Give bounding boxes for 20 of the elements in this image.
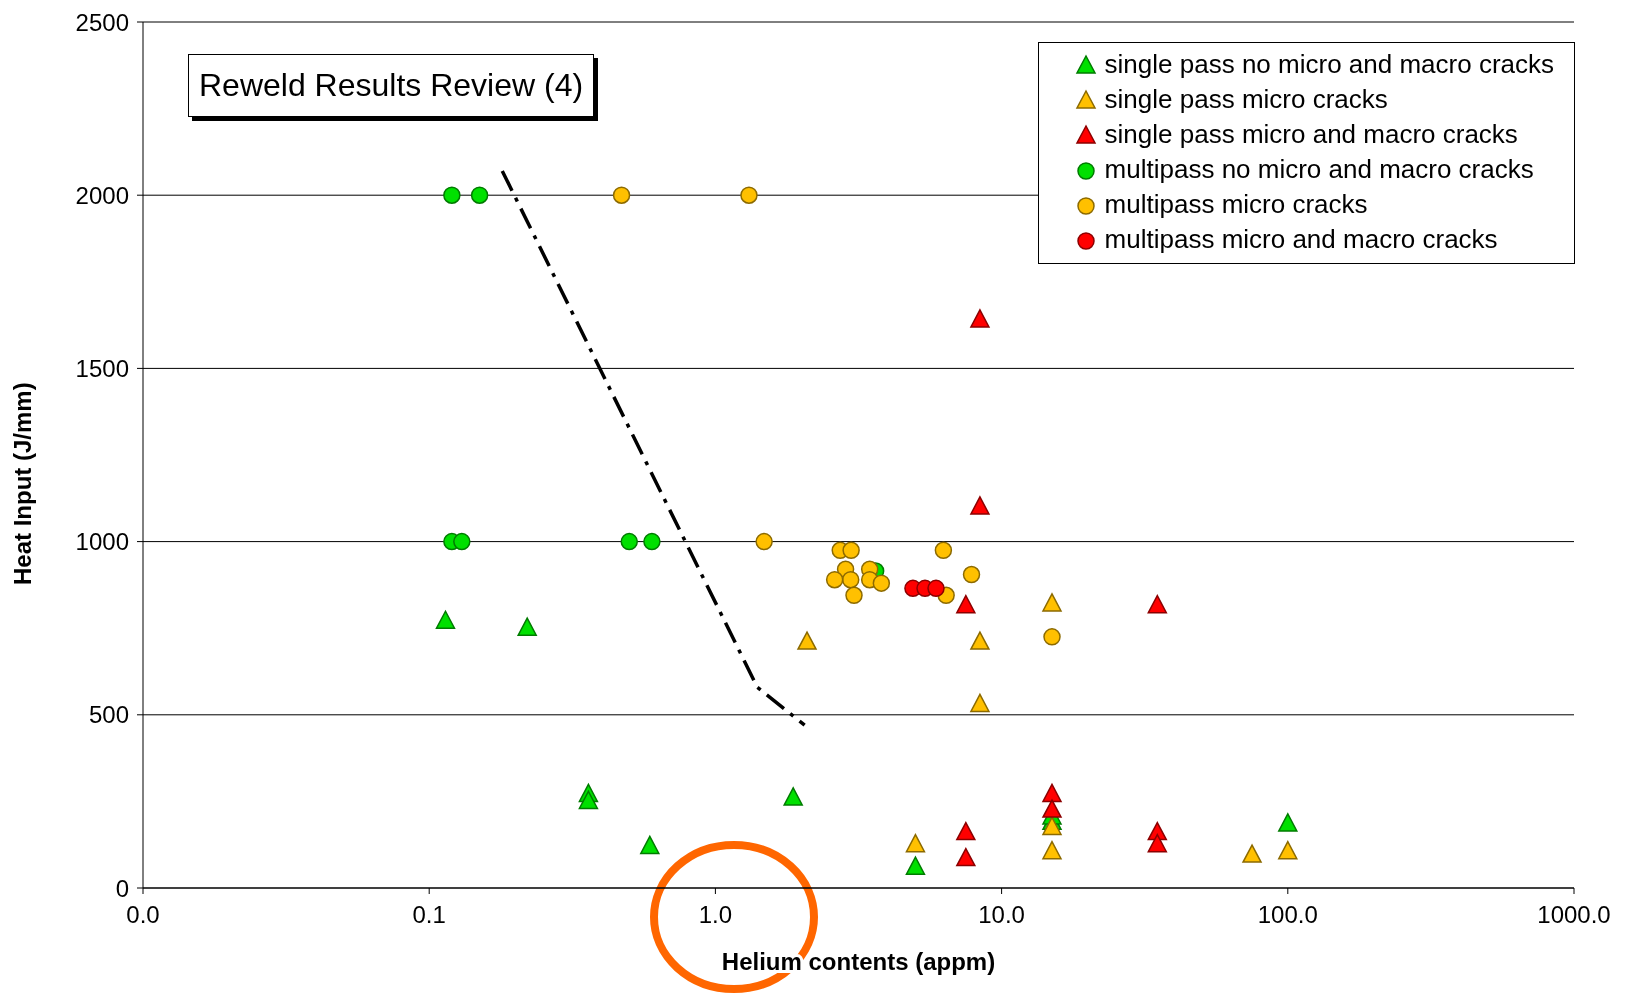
y-tick-label: 500 xyxy=(88,701,129,729)
text: Reweld Results Review (4) xyxy=(188,54,595,117)
x-tick-label: 0.0 xyxy=(126,901,160,929)
legend-label: multipass micro cracks xyxy=(1104,188,1368,221)
legend-label: single pass micro cracks xyxy=(1104,83,1388,116)
legend-label: multipass micro and macro cracks xyxy=(1104,223,1498,256)
legend-label: multipass no micro and macro cracks xyxy=(1104,153,1534,186)
legend-label: single pass micro and macro cracks xyxy=(1104,118,1518,151)
x-tick-label: 10.0 xyxy=(978,901,1025,929)
x-tick-label: 100.0 xyxy=(1257,901,1318,929)
legend-label: single pass no micro and macro cracks xyxy=(1104,48,1554,81)
y-tick-label: 0 xyxy=(115,874,129,902)
x-tick-label: 1.0 xyxy=(698,901,733,929)
y-tick-label: 1500 xyxy=(75,354,129,382)
x-tick-label: 0.1 xyxy=(412,901,446,929)
y-tick-label: 1000 xyxy=(75,528,129,556)
y-tick-label: 2000 xyxy=(75,181,129,209)
y-axis-title: Heat Input (J/mm) xyxy=(8,382,36,585)
y-tick-label: 2500 xyxy=(75,8,129,36)
x-tick-label: 1000.0 xyxy=(1537,901,1611,929)
